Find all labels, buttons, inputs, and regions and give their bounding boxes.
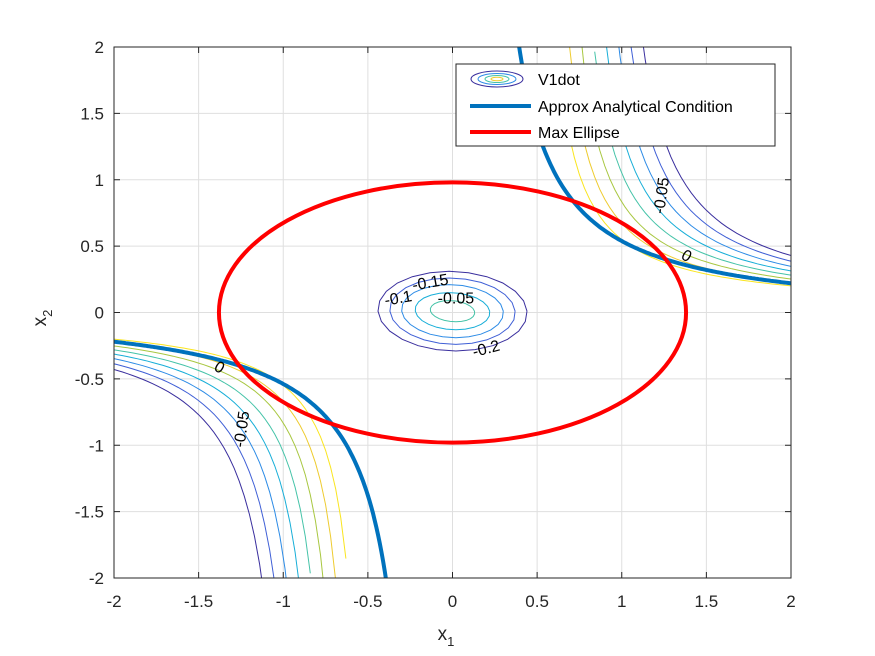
x-tick-label: 1 xyxy=(617,592,626,611)
contour-upper-right-line xyxy=(581,47,791,280)
contour-upper-right-line xyxy=(618,47,791,267)
y-tick-label: 1.5 xyxy=(80,104,104,123)
x-tick-label: 0.5 xyxy=(525,592,549,611)
y-tick-label: -0.5 xyxy=(75,370,104,389)
contour-center-line xyxy=(401,284,504,339)
contour-lines xyxy=(114,47,791,578)
contour-lower-left-line xyxy=(114,363,275,578)
analytical-curve-lower xyxy=(114,339,388,578)
y-tick-label: -1 xyxy=(89,436,104,455)
x-tick-labels: -2 -1.5 -1 -0.5 0 0.5 1 1.5 2 xyxy=(106,592,795,611)
x-tick-label: 2 xyxy=(786,592,795,611)
x-axis-label-base: x xyxy=(438,624,448,645)
analytical-curve-upper xyxy=(517,47,791,286)
contour-center-line xyxy=(429,300,476,323)
legend-label-analytical: Approx Analytical Condition xyxy=(538,99,733,116)
contour-center-line xyxy=(377,270,528,352)
contour-lower-left-line xyxy=(114,338,347,559)
contour-labels: -0.15-0.1 -0.05-0.200-0.05-0.05 xyxy=(211,176,694,448)
y-tick-labels: -2 -1.5 -1 -0.5 0 0.5 1 1.5 2 xyxy=(75,38,104,588)
x-axis-label: x1 xyxy=(438,624,455,649)
x-tick-label: -1.5 xyxy=(184,592,213,611)
contour-label: -0.1 xyxy=(383,288,413,310)
contour-lower-left-line xyxy=(114,358,287,578)
contour-label: -0.05 xyxy=(651,176,673,215)
x-tick-label: -2 xyxy=(106,592,121,611)
contour-upper-right-line xyxy=(594,51,791,276)
y-axis-label: x2 xyxy=(30,310,55,327)
contour-label: -0.15 xyxy=(411,271,450,294)
legend[interactable]: V1dot Approx Analytical Condition Max El… xyxy=(455,63,776,147)
contour-label: -0.05 xyxy=(438,290,475,307)
contour-center-line xyxy=(414,292,491,331)
contour-lower-left-line xyxy=(114,345,324,578)
legend-label-ellipse: Max Ellipse xyxy=(538,125,620,142)
contour-lower-left-line xyxy=(114,353,299,578)
y-tick-label: 0.5 xyxy=(80,237,104,256)
grid xyxy=(114,47,791,578)
max-ellipse xyxy=(216,180,689,445)
contour-label: -0.2 xyxy=(471,338,502,362)
x-axis-label-subscript: 1 xyxy=(447,634,454,649)
max-ellipse-group xyxy=(216,180,689,445)
contour-center-line xyxy=(389,277,516,345)
contour-lower-left-line xyxy=(114,368,263,578)
contour-upper-right-line xyxy=(606,47,791,272)
y-tick-label: 2 xyxy=(95,38,104,57)
y-axis-label-subscript: 2 xyxy=(40,310,55,317)
x-tick-label: -0.5 xyxy=(353,592,382,611)
y-tick-label: -2 xyxy=(89,569,104,588)
tick-marks xyxy=(113,46,792,579)
x-tick-label: -1 xyxy=(276,592,291,611)
analytical-condition-curves xyxy=(114,47,791,578)
x-tick-label: 0 xyxy=(448,592,457,611)
y-tick-label: -1.5 xyxy=(75,503,104,522)
y-axis-label-base: x xyxy=(30,316,51,326)
contour-upper-right-line xyxy=(558,66,791,287)
contour-label: -0.05 xyxy=(231,410,253,449)
legend-icon-contour xyxy=(470,70,524,88)
contour-upper-right-line xyxy=(630,47,791,262)
contour-lower-left-line xyxy=(114,349,311,574)
legend-label-v1dot: V1dot xyxy=(538,72,580,89)
y-tick-label: 0 xyxy=(95,304,104,323)
x-tick-label: 1.5 xyxy=(695,592,719,611)
y-tick-label: 1 xyxy=(95,171,104,190)
